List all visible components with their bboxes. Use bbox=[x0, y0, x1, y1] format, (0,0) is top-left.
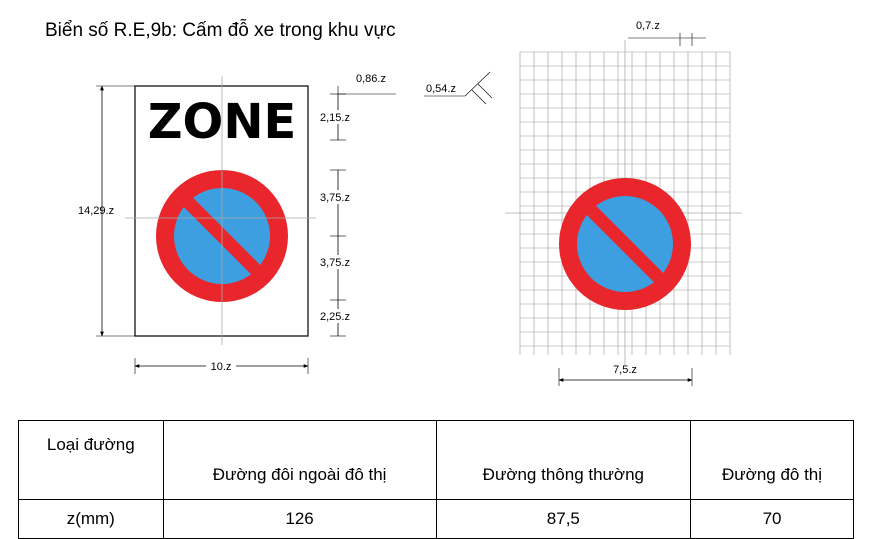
value-dual-road: 126 bbox=[162, 499, 437, 539]
header-normal-road: Đường thông thường bbox=[435, 420, 692, 500]
header-urban-road: Đường đô thị bbox=[690, 420, 854, 500]
size-table: Loại đường Đường đôi ngoài đô thị Đường … bbox=[18, 420, 854, 539]
grid-diagonal-bar bbox=[586, 205, 664, 283]
sign-drawings: ZONE 14,29.z 10.z 0,86.z 2,15.z 3,75.z bbox=[78, 20, 742, 386]
bar-width-label: 0,54.z bbox=[426, 83, 456, 95]
left-sign: ZONE 14,29.z 10.z 0,86.z 2,15.z 3,75.z bbox=[78, 73, 396, 374]
height-label: 14,29.z bbox=[78, 205, 114, 217]
top-margin-label: 0,86.z bbox=[356, 73, 386, 85]
text-height-label: 2,15.z bbox=[320, 112, 350, 124]
page-title: Biển số R.E,9b: Cấm đỗ xe trong khu vực bbox=[45, 20, 396, 41]
width-label: 10.z bbox=[211, 361, 232, 373]
row-label: z(mm) bbox=[18, 499, 164, 539]
upper-half-label: 3,75.z bbox=[320, 192, 350, 204]
value-urban-road: 70 bbox=[690, 499, 854, 539]
right-grid-sign: 0,7.z 0,54.z 7,5.z bbox=[424, 20, 742, 386]
bottom-margin-label: 2,25.z bbox=[320, 311, 350, 323]
grid-step-label: 0,7.z bbox=[636, 20, 660, 32]
value-normal-road: 87,5 bbox=[435, 499, 692, 539]
lower-half-label: 3,75.z bbox=[320, 257, 350, 269]
table-row: z(mm) 126 87,5 70 bbox=[18, 499, 854, 539]
header-road-type: Loại đường bbox=[18, 420, 164, 500]
header-dual-road: Đường đôi ngoài đô thị bbox=[162, 420, 437, 500]
table-header-row: Loại đường Đường đôi ngoài đô thị Đường … bbox=[18, 420, 854, 500]
diameter-label: 7,5.z bbox=[613, 364, 637, 376]
